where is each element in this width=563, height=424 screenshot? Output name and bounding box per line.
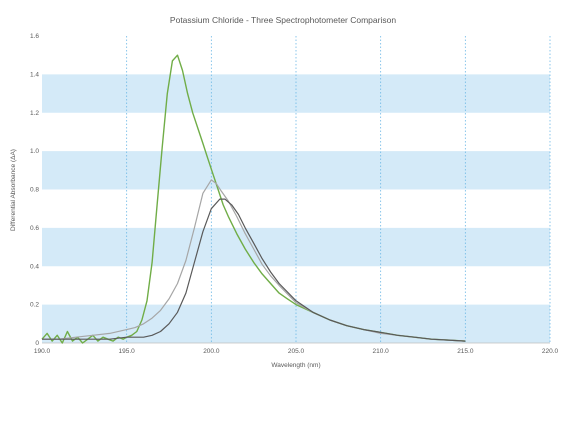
y-tick-label: 1.2 [30,110,39,117]
x-tick-label: 205.0 [288,348,305,355]
y-tick-label: 1.4 [30,71,39,78]
x-axis-title: Wavelength (nm) [271,362,320,369]
chart-title: Potassium Chloride - Three Spectrophotom… [170,15,396,25]
x-tick-label: 200.0 [203,348,220,355]
y-tick-label: 1.6 [30,33,39,40]
y-tick-labels: 0 0.2 0.4 0.6 0.8 1.0 1.2 1.4 1.6 [30,33,39,347]
y-tick-label: 0.4 [30,263,39,270]
y-tick-label: 1.0 [30,148,39,155]
y-tick-label: 0.8 [30,187,39,194]
series-line-3 [42,198,466,342]
x-tick-label: 195.0 [119,348,136,355]
x-tick-label: 215.0 [457,348,474,355]
y-tick-label: 0.2 [30,302,39,309]
x-tick-label: 210.0 [373,348,390,355]
y-axis-title: Differential Absorbance (ΔA) [10,149,17,231]
vertical-gridlines [126,36,551,343]
x-tick-labels: 190.0 195.0 200.0 205.0 210.0 215.0 220.0 [34,348,559,355]
x-tick-label: 190.0 [34,348,51,355]
y-tick-label: 0.6 [30,225,39,232]
x-tick-label: 220.0 [542,348,559,355]
y-tick-label: 0 [35,340,39,347]
series-lines [41,54,466,344]
